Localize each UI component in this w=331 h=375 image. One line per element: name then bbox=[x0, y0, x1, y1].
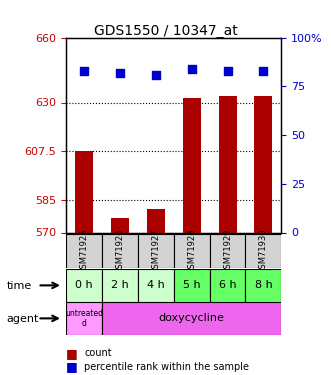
Text: 2 h: 2 h bbox=[111, 280, 129, 290]
Point bbox=[225, 68, 230, 74]
Text: 0 h: 0 h bbox=[75, 280, 93, 290]
Text: GSM71928: GSM71928 bbox=[187, 228, 196, 274]
Point bbox=[261, 68, 266, 74]
FancyBboxPatch shape bbox=[138, 234, 174, 268]
Text: doxycycline: doxycycline bbox=[159, 314, 225, 323]
Text: GSM71926: GSM71926 bbox=[116, 228, 124, 274]
FancyBboxPatch shape bbox=[66, 302, 102, 335]
Bar bbox=[183, 98, 201, 232]
Point bbox=[81, 68, 87, 74]
Text: ■: ■ bbox=[66, 347, 78, 360]
FancyBboxPatch shape bbox=[102, 269, 138, 302]
Text: GDS1550 / 10347_at: GDS1550 / 10347_at bbox=[94, 24, 237, 38]
Text: 5 h: 5 h bbox=[183, 280, 201, 290]
Text: untreated
d: untreated d bbox=[65, 309, 103, 328]
FancyBboxPatch shape bbox=[66, 234, 102, 268]
Text: count: count bbox=[84, 348, 112, 358]
Point bbox=[189, 66, 194, 72]
Bar bbox=[111, 218, 129, 232]
Text: GSM71929: GSM71929 bbox=[223, 228, 232, 274]
FancyBboxPatch shape bbox=[174, 269, 210, 302]
Text: time: time bbox=[7, 281, 32, 291]
FancyBboxPatch shape bbox=[138, 269, 174, 302]
Text: GSM71927: GSM71927 bbox=[151, 228, 160, 274]
Point bbox=[153, 72, 159, 78]
FancyBboxPatch shape bbox=[246, 234, 281, 268]
Text: percentile rank within the sample: percentile rank within the sample bbox=[84, 362, 249, 372]
Bar bbox=[218, 96, 237, 232]
Text: 4 h: 4 h bbox=[147, 280, 165, 290]
FancyBboxPatch shape bbox=[210, 234, 246, 268]
FancyBboxPatch shape bbox=[102, 234, 138, 268]
Text: ■: ■ bbox=[66, 360, 78, 373]
Bar bbox=[75, 151, 93, 232]
Point bbox=[117, 70, 122, 76]
Text: GSM71930: GSM71930 bbox=[259, 228, 268, 274]
FancyBboxPatch shape bbox=[174, 234, 210, 268]
FancyBboxPatch shape bbox=[102, 302, 281, 335]
Bar bbox=[255, 96, 272, 232]
Text: agent: agent bbox=[7, 314, 39, 324]
Text: 8 h: 8 h bbox=[255, 280, 272, 290]
FancyBboxPatch shape bbox=[246, 269, 281, 302]
Bar bbox=[147, 209, 165, 232]
Text: 6 h: 6 h bbox=[219, 280, 236, 290]
FancyBboxPatch shape bbox=[66, 269, 102, 302]
Text: GSM71925: GSM71925 bbox=[80, 228, 89, 274]
FancyBboxPatch shape bbox=[210, 269, 246, 302]
